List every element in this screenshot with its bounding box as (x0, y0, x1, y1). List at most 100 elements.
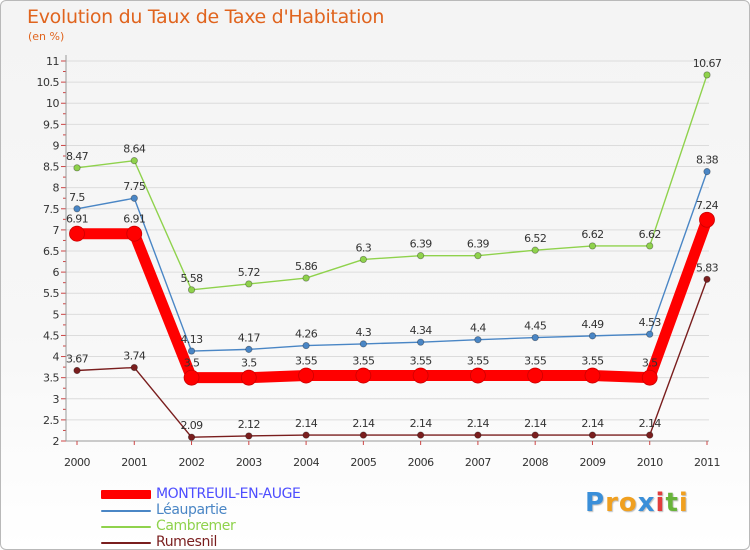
legend-swatch (101, 542, 151, 544)
data-point (183, 369, 200, 386)
data-point (245, 280, 253, 288)
data-point (531, 246, 539, 254)
x-tick-label: 2005 (350, 456, 376, 469)
data-label: 6.62 (639, 228, 661, 241)
y-tick-label: 6 (53, 266, 60, 279)
data-point (417, 338, 425, 346)
data-label: 6.52 (524, 232, 546, 245)
data-point (130, 157, 138, 165)
logo-letter: x (637, 488, 656, 518)
data-point (359, 255, 367, 264)
data-point (187, 286, 196, 294)
y-tick-label: 10.5 (37, 76, 60, 89)
y-tick-label: 2.5 (43, 414, 59, 427)
data-point (531, 431, 539, 439)
data-label: 3.5 (241, 357, 257, 370)
logo-letter: i (655, 488, 666, 518)
series-léaupartie (73, 168, 711, 355)
x-tick-label: 2001 (121, 456, 147, 469)
y-tick-label: 10 (46, 97, 59, 110)
data-point (245, 432, 253, 440)
y-tick-label: 2 (53, 435, 60, 448)
data-point (646, 431, 654, 439)
data-point (588, 242, 597, 250)
data-point (470, 367, 486, 384)
legend-swatch (101, 526, 151, 528)
y-tick-label: 7.5 (43, 203, 59, 216)
data-label: 4.49 (581, 318, 604, 331)
data-point (474, 336, 482, 344)
data-label: 3.55 (352, 355, 375, 368)
data-point (584, 367, 601, 384)
data-label: 4.17 (238, 331, 261, 344)
legend-label: Léaupartie (156, 502, 227, 518)
data-label: 4.34 (410, 324, 433, 337)
logo-letter: o (618, 488, 638, 518)
data-point (703, 168, 711, 176)
y-tick-label: 3.5 (43, 372, 59, 385)
data-point (703, 275, 711, 283)
y-tick-label: 7 (53, 224, 60, 237)
data-label: 5.72 (238, 266, 260, 279)
data-point (412, 367, 429, 384)
y-tick-label: 8.5 (43, 161, 59, 174)
data-point (703, 71, 711, 79)
data-point (130, 363, 138, 372)
data-point (531, 333, 539, 342)
data-point (474, 431, 482, 439)
data-label: 3.74 (123, 350, 146, 363)
data-label: 5.86 (295, 260, 318, 273)
data-label: 8.64 (123, 143, 146, 156)
data-label: 8.38 (696, 154, 719, 167)
data-point (187, 347, 196, 355)
legend-swatch (101, 490, 151, 499)
logo-letter: P (585, 488, 606, 518)
y-tick-label: 4 (53, 351, 60, 364)
logo-letter: r (605, 488, 619, 518)
data-label: 3.5 (642, 357, 658, 370)
series-rumesnil (73, 275, 711, 441)
data-point (588, 332, 597, 340)
logo-letter: t (665, 488, 679, 518)
data-point (245, 345, 253, 353)
x-tick-label: 2004 (293, 456, 319, 469)
y-tick-label: 4.5 (43, 329, 59, 342)
data-label: 6.62 (581, 228, 603, 241)
x-tick-label: 2006 (408, 456, 434, 469)
logo-letter: i (678, 488, 689, 518)
data-label: 7.24 (696, 199, 719, 212)
data-label: 6.3 (356, 241, 372, 254)
data-label: 2.14 (639, 417, 662, 430)
data-point (646, 330, 654, 338)
grid-layer (66, 60, 709, 442)
axis-layer: 2 2.5 3 3.5 4 4.5 5 5.5 6 6.5 7 7.5 8 8.5 9 9.5 10 10.5 11… (37, 55, 721, 469)
data-label: 5.83 (696, 261, 719, 274)
data-point (641, 369, 658, 386)
data-point (302, 431, 310, 439)
data-label: 10.67 (693, 57, 722, 70)
data-label: 2.14 (524, 417, 547, 430)
data-point (355, 367, 372, 384)
data-label: 6.91 (123, 213, 145, 226)
data-point (298, 367, 314, 384)
data-point (359, 431, 367, 439)
data-point (73, 205, 81, 213)
data-label: 3.55 (524, 355, 547, 368)
data-label: 7.75 (123, 180, 146, 193)
x-tick-label: 2011 (694, 456, 720, 469)
data-point (73, 164, 81, 172)
data-point (417, 431, 425, 439)
data-label: 3.55 (410, 355, 433, 368)
data-point (588, 431, 597, 439)
data-label: 4.13 (180, 333, 203, 346)
x-tick-label: 2009 (579, 456, 605, 469)
data-point (302, 341, 310, 350)
data-point (474, 252, 482, 260)
data-label: 4.4 (470, 322, 486, 335)
x-tick-label: 2000 (64, 456, 90, 469)
data-label: 2.14 (410, 417, 433, 430)
data-label: 3.5 (184, 357, 200, 370)
series-line (71, 214, 713, 384)
data-label: 4.26 (295, 328, 318, 341)
